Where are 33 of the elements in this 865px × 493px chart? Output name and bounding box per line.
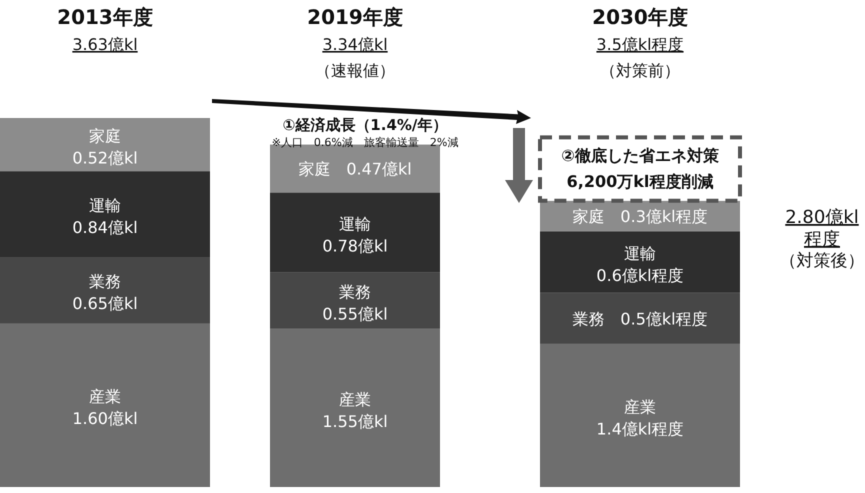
text: （速報値） bbox=[315, 61, 395, 80]
annotation: ※人口 0.6%減 旅客輸送量 2%減 bbox=[272, 136, 458, 149]
series-label: 産業 bbox=[624, 397, 656, 416]
data-label: 0.52億kl bbox=[72, 148, 138, 168]
text: 運輸 bbox=[89, 196, 121, 216]
data-label: 1.55億kl bbox=[322, 412, 388, 431]
bar bbox=[540, 231, 740, 293]
text: 産業 bbox=[89, 387, 121, 406]
data-label: 0.6億kl程度 bbox=[596, 266, 684, 286]
text: 家庭 0.3億kl程度 bbox=[572, 207, 708, 226]
data-label: 1.4億kl程度 bbox=[596, 419, 684, 438]
x-tick-label: 2030年度 bbox=[592, 5, 688, 29]
data-label: 0.65億kl bbox=[72, 294, 138, 314]
data-label: 0.78億kl bbox=[322, 236, 388, 256]
series-label: 業務 bbox=[339, 282, 371, 302]
x-tick-label: 2019年度 bbox=[307, 5, 403, 29]
bar bbox=[540, 344, 740, 487]
x-tick-label: 2013年度 bbox=[57, 5, 153, 29]
data-label: 0.55億kl bbox=[322, 304, 388, 324]
text: 家庭 0.47億kl bbox=[298, 160, 412, 179]
series-label: 運輸 bbox=[624, 244, 656, 264]
annotation: ①経済成長（1.4%/年） bbox=[282, 116, 448, 134]
bar bbox=[540, 292, 740, 344]
data-label: 1.60億kl bbox=[72, 409, 138, 428]
series-label: 家庭 bbox=[89, 126, 121, 146]
text: 産業 bbox=[339, 390, 371, 409]
text: 業務 bbox=[89, 272, 121, 292]
text: （対策後） bbox=[780, 251, 864, 271]
text: 業務 0.5億kl程度 bbox=[572, 309, 708, 328]
data-label: ②徹底した省エネ対策 6,200万kl程度削減 bbox=[561, 146, 719, 192]
data-label: 0.84億kl bbox=[72, 218, 138, 238]
text: 運輸 bbox=[339, 214, 371, 234]
text: （対策前） bbox=[600, 61, 680, 80]
